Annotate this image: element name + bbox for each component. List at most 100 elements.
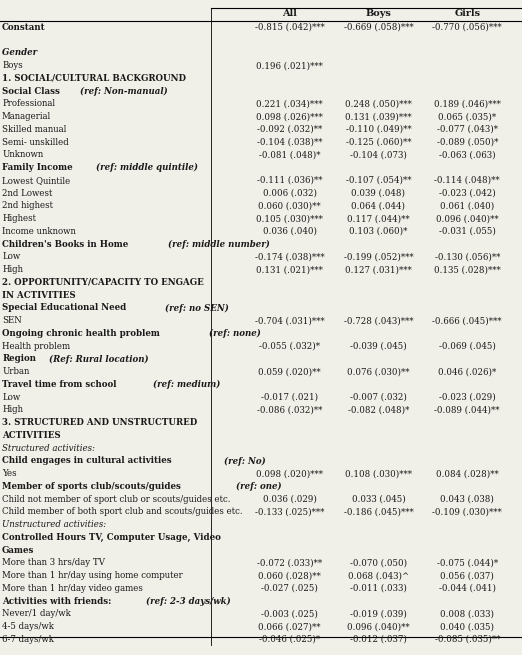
Text: Region: Region <box>2 354 36 364</box>
Text: More than 3 hrs/day TV: More than 3 hrs/day TV <box>2 559 105 567</box>
Text: Girls: Girls <box>454 9 480 18</box>
Text: 0.135 (.028)***: 0.135 (.028)*** <box>434 265 501 274</box>
Text: -0.086 (.032)**: -0.086 (.032)** <box>257 405 323 415</box>
Text: 0.059 (.020)**: 0.059 (.020)** <box>258 367 321 376</box>
Text: -0.104 (.038)**: -0.104 (.038)** <box>257 138 323 147</box>
Text: 0.036 (.029): 0.036 (.029) <box>263 495 317 504</box>
Text: 0.189 (.046)***: 0.189 (.046)*** <box>434 100 501 108</box>
Text: 0.127 (.031)***: 0.127 (.031)*** <box>345 265 412 274</box>
Text: Child member of both sport club and scouts/guides etc.: Child member of both sport club and scou… <box>2 508 243 516</box>
Text: -0.666 (.045)***: -0.666 (.045)*** <box>432 316 502 325</box>
Text: Gender: Gender <box>2 48 40 58</box>
Text: -0.081 (.048)*: -0.081 (.048)* <box>259 151 321 159</box>
Text: Controlled Hours TV, Computer Usage, Video: Controlled Hours TV, Computer Usage, Vid… <box>2 533 221 542</box>
Text: -0.815 (.042)***: -0.815 (.042)*** <box>255 23 325 32</box>
Text: -0.012 (.037): -0.012 (.037) <box>350 635 407 644</box>
Text: Child not member of sport club or scouts/guides etc.: Child not member of sport club or scouts… <box>2 495 231 504</box>
Text: 3. STRUCTURED AND UNSTRUCTURED: 3. STRUCTURED AND UNSTRUCTURED <box>2 418 197 427</box>
Text: 0.096 (.040)**: 0.096 (.040)** <box>436 214 499 223</box>
Text: 0.117 (.044)**: 0.117 (.044)** <box>347 214 410 223</box>
Text: (ref: 2-3 days/wk): (ref: 2-3 days/wk) <box>143 597 231 606</box>
Text: 1. SOCIAL/CULTURAL BACKGROUND: 1. SOCIAL/CULTURAL BACKGROUND <box>2 74 186 83</box>
Text: 0.131 (.039)***: 0.131 (.039)*** <box>345 112 412 121</box>
Text: -0.023 (.029): -0.023 (.029) <box>439 393 495 402</box>
Text: Unstructured activities:: Unstructured activities: <box>2 520 106 529</box>
Text: -0.063 (.063): -0.063 (.063) <box>439 151 495 159</box>
Text: Games: Games <box>2 546 34 555</box>
Text: More than 1 hr/day video games: More than 1 hr/day video games <box>2 584 143 593</box>
Text: -0.174 (.038)***: -0.174 (.038)*** <box>255 252 325 261</box>
Text: 0.061 (.040): 0.061 (.040) <box>440 201 494 210</box>
Text: -0.107 (.054)**: -0.107 (.054)** <box>346 176 411 185</box>
Text: Yes: Yes <box>2 469 17 478</box>
Text: IN ACTIVITIES: IN ACTIVITIES <box>2 291 76 300</box>
Text: -0.017 (.021): -0.017 (.021) <box>261 393 318 402</box>
Text: -0.007 (.032): -0.007 (.032) <box>350 393 407 402</box>
Text: -0.023 (.042): -0.023 (.042) <box>439 189 495 198</box>
Text: 0.060 (.030)**: 0.060 (.030)** <box>258 201 321 210</box>
Text: -0.055 (.032)*: -0.055 (.032)* <box>259 342 320 350</box>
Text: ACTIVITIES: ACTIVITIES <box>2 431 61 440</box>
Text: Activities with friends:: Activities with friends: <box>2 597 112 606</box>
Text: -0.669 (.058)***: -0.669 (.058)*** <box>343 23 413 32</box>
Text: -0.069 (.045): -0.069 (.045) <box>439 342 495 350</box>
Text: -0.199 (.052)***: -0.199 (.052)*** <box>343 252 413 261</box>
Text: 0.196 (.021)***: 0.196 (.021)*** <box>256 61 323 70</box>
Text: 0.036 (.040): 0.036 (.040) <box>263 227 317 236</box>
Text: Ongoing chronic health problem: Ongoing chronic health problem <box>2 329 160 338</box>
Text: -0.027 (.025): -0.027 (.025) <box>262 584 318 593</box>
Text: 2. OPPORTUNITY/CAPACITY TO ENGAGE: 2. OPPORTUNITY/CAPACITY TO ENGAGE <box>2 278 204 287</box>
Text: 4-5 days/wk: 4-5 days/wk <box>2 622 54 631</box>
Text: -0.130 (.056)**: -0.130 (.056)** <box>434 252 500 261</box>
Text: Boys: Boys <box>2 61 23 70</box>
Text: (ref: none): (ref: none) <box>206 329 260 338</box>
Text: -0.770 (.056)***: -0.770 (.056)*** <box>432 23 502 32</box>
Text: -0.072 (.033)**: -0.072 (.033)** <box>257 559 322 567</box>
Text: Managerial: Managerial <box>2 112 51 121</box>
Text: High: High <box>2 405 23 415</box>
Text: Urban: Urban <box>2 367 29 376</box>
Text: 0.033 (.045): 0.033 (.045) <box>352 495 405 504</box>
Text: -0.089 (.050)*: -0.089 (.050)* <box>436 138 498 147</box>
Text: 0.084 (.028)**: 0.084 (.028)** <box>436 469 499 478</box>
Text: 0.108 (.030)***: 0.108 (.030)*** <box>345 469 412 478</box>
Text: 2nd Lowest: 2nd Lowest <box>2 189 53 198</box>
Text: More than 1 hr/day using home computer: More than 1 hr/day using home computer <box>2 571 183 580</box>
Text: Low: Low <box>2 393 20 402</box>
Text: -0.186 (.045)***: -0.186 (.045)*** <box>343 508 413 516</box>
Text: -0.109 (.030)***: -0.109 (.030)*** <box>432 508 502 516</box>
Text: -0.031 (.055): -0.031 (.055) <box>439 227 495 236</box>
Text: -0.075 (.044)*: -0.075 (.044)* <box>436 559 498 567</box>
Text: -0.133 (.025)***: -0.133 (.025)*** <box>255 508 324 516</box>
Text: High: High <box>2 265 23 274</box>
Text: -0.111 (.036)**: -0.111 (.036)** <box>257 176 323 185</box>
Text: 0.008 (.033): 0.008 (.033) <box>440 610 494 618</box>
Text: (ref: no SEN): (ref: no SEN) <box>162 303 229 312</box>
Text: -0.039 (.045): -0.039 (.045) <box>350 342 407 350</box>
Text: SEN: SEN <box>2 316 22 325</box>
Text: -0.085 (.035)**: -0.085 (.035)** <box>434 635 500 644</box>
Text: (ref: No): (ref: No) <box>221 457 266 466</box>
Text: -0.728 (.043)***: -0.728 (.043)*** <box>343 316 413 325</box>
Text: -0.114 (.048)**: -0.114 (.048)** <box>434 176 500 185</box>
Text: Children's Books in Home: Children's Books in Home <box>2 240 128 249</box>
Text: -0.011 (.033): -0.011 (.033) <box>350 584 407 593</box>
Text: 0.221 (.034)***: 0.221 (.034)*** <box>256 100 323 108</box>
Text: (ref: one): (ref: one) <box>233 482 281 491</box>
Text: -0.044 (.041): -0.044 (.041) <box>438 584 496 593</box>
Text: (ref: middle number): (ref: middle number) <box>165 240 270 249</box>
Text: Social Class: Social Class <box>2 86 60 96</box>
Text: Health problem: Health problem <box>2 342 70 350</box>
Text: 2nd highest: 2nd highest <box>2 201 53 210</box>
Text: -0.704 (.031)***: -0.704 (.031)*** <box>255 316 325 325</box>
Text: 0.098 (.020)***: 0.098 (.020)*** <box>256 469 323 478</box>
Text: Highest: Highest <box>2 214 36 223</box>
Text: -0.082 (.048)*: -0.082 (.048)* <box>348 405 409 415</box>
Text: Low: Low <box>2 252 20 261</box>
Text: 0.098 (.026)***: 0.098 (.026)*** <box>256 112 323 121</box>
Text: 0.248 (.050)***: 0.248 (.050)*** <box>345 100 412 108</box>
Text: -0.077 (.043)*: -0.077 (.043)* <box>437 125 497 134</box>
Text: (Ref: Rural location): (Ref: Rural location) <box>46 354 149 364</box>
Text: Constant: Constant <box>2 23 46 32</box>
Text: -0.070 (.050): -0.070 (.050) <box>350 559 407 567</box>
